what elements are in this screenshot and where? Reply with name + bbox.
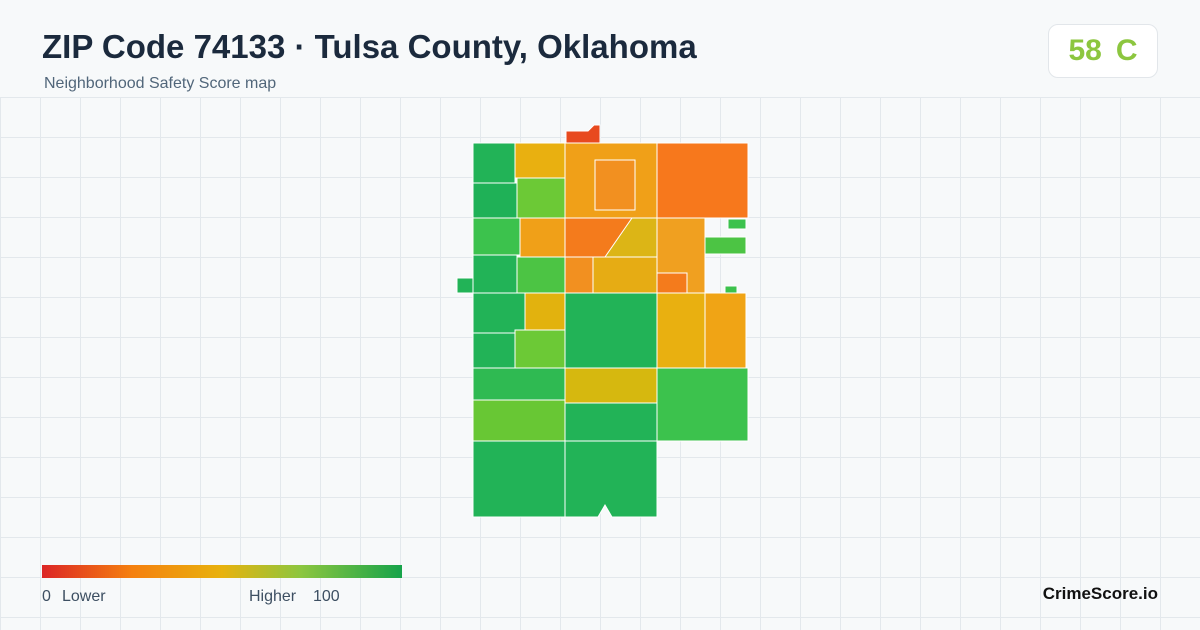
region xyxy=(472,182,518,219)
score-grade: C xyxy=(1115,34,1138,67)
legend-min-label: Lower xyxy=(62,588,106,605)
region xyxy=(656,272,688,294)
region xyxy=(704,292,747,369)
region xyxy=(656,367,749,442)
region xyxy=(472,292,526,334)
region xyxy=(594,159,636,211)
brand: CrimeScore.io xyxy=(1042,584,1158,603)
header: ZIP Code 74133 · Tulsa County, Oklahoma … xyxy=(0,0,1200,98)
legend-max: 100 xyxy=(313,588,340,605)
region xyxy=(564,256,594,294)
score-badge: 58 C xyxy=(1048,24,1158,78)
region xyxy=(656,292,706,369)
region xyxy=(524,292,566,331)
region xyxy=(564,292,658,369)
region xyxy=(472,399,566,442)
region xyxy=(514,329,566,369)
region xyxy=(519,217,566,258)
region xyxy=(472,217,521,256)
region xyxy=(472,142,516,184)
region xyxy=(564,402,658,442)
region xyxy=(724,285,738,294)
region xyxy=(565,124,601,144)
region xyxy=(704,236,747,255)
region xyxy=(472,367,566,401)
title: ZIP Code 74133 · Tulsa County, Oklahoma xyxy=(42,28,697,65)
legend-max-label: Higher xyxy=(249,588,297,605)
legend-gradient xyxy=(42,565,402,578)
region xyxy=(727,218,747,230)
region xyxy=(472,332,516,369)
region xyxy=(516,177,566,219)
region xyxy=(564,367,658,404)
region xyxy=(456,277,474,294)
region xyxy=(564,440,658,518)
region xyxy=(472,254,518,294)
region xyxy=(514,142,566,179)
subtitle: Neighborhood Safety Score map xyxy=(44,75,277,92)
region xyxy=(472,440,566,518)
region xyxy=(656,142,749,219)
region xyxy=(516,256,566,294)
score-value: 58 xyxy=(1068,34,1102,67)
legend-min: 0 xyxy=(42,588,51,605)
